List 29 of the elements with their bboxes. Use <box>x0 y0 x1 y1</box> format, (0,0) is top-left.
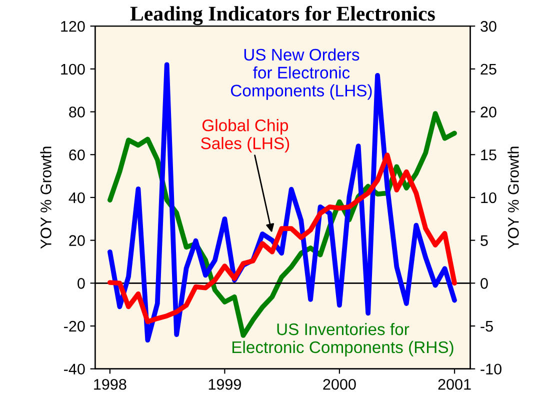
x-tick-label: 2001 <box>438 378 471 390</box>
y2-tick-label: 10 <box>481 192 496 204</box>
y-axis-title: YOY % Growth <box>40 146 52 249</box>
y2-tick-label: -10 <box>480 364 502 375</box>
line-series <box>108 152 457 324</box>
annotation: US Inventories for Electronic Components (RHS) <box>232 322 454 356</box>
x-tick-label: 1999 <box>208 378 241 390</box>
y-tick-label: 80 <box>69 106 85 118</box>
y-tick-label: 0 <box>78 278 85 289</box>
x-tick-label: 2000 <box>323 378 356 390</box>
y2-tick-label: 20 <box>480 106 496 118</box>
y-tick-label: 120 <box>61 20 85 32</box>
annotation: US New Orders for Electronic Components (LHS) <box>230 48 372 100</box>
y2-axis-title: YOY % Growth <box>508 146 519 249</box>
y-tick-label: 100 <box>61 64 85 75</box>
y-tick-label: -20 <box>64 320 85 332</box>
y-tick-label: 40 <box>68 192 85 204</box>
y2-tick-label: 0 <box>480 278 488 289</box>
y2-tick-label: 5 <box>480 235 488 246</box>
chart-title: Leading Indicators for Electronics <box>130 6 435 26</box>
y2-tick-label: 15 <box>481 150 496 160</box>
y2-tick-label: -5 <box>480 321 493 332</box>
y-tick-label: 60 <box>69 150 85 160</box>
annotation: Global Chip Sales (LHS) <box>201 119 290 153</box>
y2-tick-label: 30 <box>480 20 496 32</box>
y2-tick-label: 25 <box>480 64 496 75</box>
x-tick-label: 1998 <box>94 378 126 390</box>
y-tick-label: -40 <box>64 364 85 375</box>
y-tick-label: 20 <box>69 235 85 246</box>
